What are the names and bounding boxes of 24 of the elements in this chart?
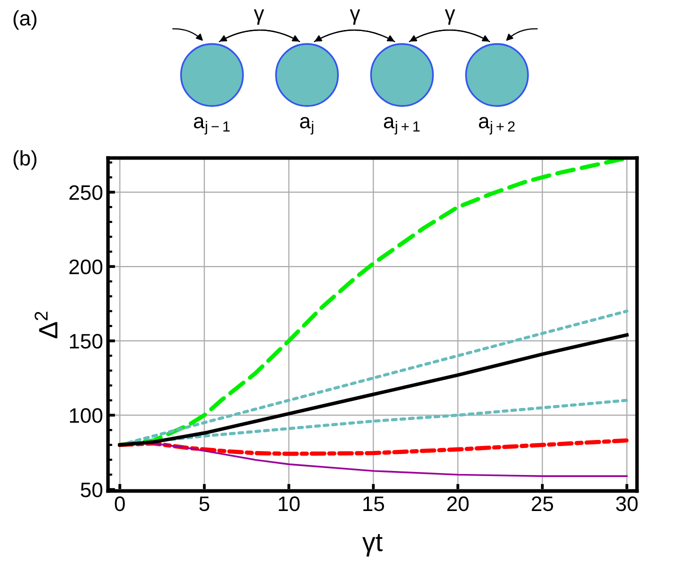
y-tick-label: 200: [69, 260, 102, 274]
x-tick-label: 10: [278, 496, 300, 512]
text: (a): [14, 10, 36, 30]
text: γ: [254, 9, 264, 25]
x-tick-label: 20: [447, 496, 469, 512]
line-series: [118, 438, 629, 456]
x-tick-label: 15: [363, 496, 384, 512]
text: (b): [14, 150, 36, 170]
text: a$_{j}$: [300, 117, 314, 135]
text: γ: [444, 9, 456, 25]
x-tick-label: 0: [114, 496, 125, 512]
text: γ: [350, 9, 360, 25]
text: a$_{j−1}$: [194, 117, 230, 135]
text: a$_{j+2}$: [478, 117, 515, 135]
y-tick-label: 150: [70, 334, 102, 349]
y-tick-label: 100: [70, 408, 102, 423]
x-tick-label: 5: [199, 496, 210, 512]
x-tick-label: 25: [532, 496, 554, 512]
x-tick-label: 30: [616, 496, 638, 512]
x-axis-title: γt: [362, 534, 383, 557]
y-tick-label: 250: [69, 185, 102, 200]
text: a$_{j+1}$: [384, 117, 420, 135]
y-tick-label: 50: [80, 482, 102, 498]
y-axis-title: Δ$^{2}$: [34, 312, 58, 338]
